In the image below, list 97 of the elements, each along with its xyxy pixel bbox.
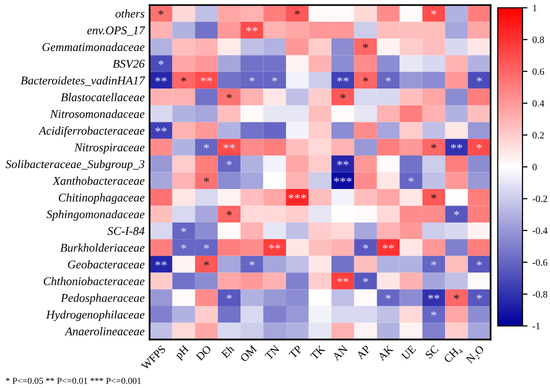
x-tick-label: UE (401, 345, 416, 360)
x-tick-label: AN (332, 344, 348, 362)
x-tick-label: TN (264, 344, 280, 360)
data-label: * (181, 77, 186, 82)
y-tick-label: Bacteroidetes_vadinHA17 (20, 76, 146, 86)
data-label: * (249, 261, 254, 266)
data-label: ** (382, 244, 394, 249)
y-tick-label: Hydrogenophilaceae (46, 310, 144, 322)
y-tick-label: SC-I-84 (108, 227, 144, 236)
color-bar-label: 0.8 (532, 36, 544, 44)
text: * P<=0.05 ** P<=0.01 *** P<=0.001 (6, 378, 141, 384)
y-tick-label: Solibacteraceae_Subgroup_3 (6, 160, 144, 171)
x-tick-label: DO (196, 344, 212, 362)
data-label: * (340, 94, 346, 98)
data-label: ** (337, 77, 348, 82)
data-label: * (181, 244, 186, 249)
data-label: * (158, 10, 164, 15)
data-label: ** (337, 278, 348, 282)
data-label: * (476, 77, 482, 82)
y-tick-label: Nitrospiraceae (74, 143, 144, 154)
data-label: * (249, 77, 254, 82)
color-bar-label: 1 (533, 4, 536, 12)
y-tick-label: Pedosphaeraceae (60, 294, 144, 304)
data-label: * (226, 94, 232, 98)
data-label: * (386, 77, 391, 82)
x-tick-label: AP (356, 344, 371, 360)
data-label: * (272, 77, 278, 82)
y-tick-label: Burkholderiaceae (60, 243, 144, 252)
color-bar-label: 0.4 (532, 100, 544, 107)
data-label: * (431, 194, 436, 199)
x-tick-label: AK (377, 344, 394, 362)
data-label: ** (246, 26, 258, 32)
y-tick-label: BSV26 (112, 60, 145, 68)
color-bar-label: 0 (532, 164, 537, 170)
data-label: ** (450, 144, 462, 149)
y-tick-label: Geobacteraceae (68, 260, 144, 268)
data-label: * (476, 144, 482, 149)
data-label: * (431, 311, 436, 316)
color-bar-label: -0.2 (532, 196, 548, 202)
y-tick-label: Acidiferrobacteraceae (38, 126, 144, 138)
y-tick-label: others (116, 9, 144, 18)
data-label: * (204, 261, 209, 266)
data-label: * (476, 261, 482, 266)
data-label: ** (155, 127, 167, 132)
data-label: * (294, 10, 300, 15)
data-label: ** (268, 244, 280, 249)
data-label: ** (428, 294, 440, 300)
data-label: ** (200, 77, 212, 82)
data-label: ** (224, 144, 235, 149)
data-label: * (204, 177, 209, 182)
y-tick-label: Sphingomonadaceae (46, 210, 144, 221)
data-label: * (431, 261, 436, 266)
data-label: * (454, 210, 460, 216)
color-bar-label: -1 (532, 322, 540, 330)
data-label: * (408, 177, 414, 182)
data-label: *** (288, 194, 306, 199)
data-label: * (363, 278, 368, 282)
x-tick-label: N₂O (466, 344, 486, 366)
x-tick-label: TK (310, 344, 326, 360)
data-label: ** (337, 160, 348, 166)
data-label: * (363, 44, 368, 48)
data-label: * (363, 77, 368, 82)
y-tick-label: Blastocatellaceae (60, 92, 144, 102)
data-label: * (181, 228, 186, 232)
color-bar-label: -0.8 (532, 291, 548, 298)
data-label: * (386, 294, 391, 300)
data-label: * (431, 144, 436, 149)
y-tick-label: Nitrosomonadaceae (50, 110, 144, 118)
data-label: *** (334, 177, 352, 182)
data-label: ** (155, 261, 167, 266)
color-bar-label: -0.4 (532, 227, 548, 234)
x-tick-label: pH (174, 344, 191, 361)
y-tick-label: env.OPS_17 (87, 26, 146, 36)
data-label: * (226, 294, 232, 300)
x-tick-label: CH₄ (443, 344, 464, 365)
y-tick-label: Chitinophagaceae (58, 193, 144, 204)
data-label: * (476, 294, 482, 300)
color-bar-label: 0.6 (532, 68, 544, 75)
x-tick-label: OM (240, 344, 258, 362)
data-label: * (204, 144, 209, 149)
x-tick-label: SC (424, 345, 439, 359)
x-tick-label: TP (288, 344, 303, 359)
y-tick-label: Xanthobacteraceae (52, 176, 144, 185)
data-label: * (204, 244, 209, 249)
y-tick-label: Chthoniobacteraceae (44, 276, 144, 286)
data-label: * (454, 294, 460, 300)
data-label: ** (155, 77, 167, 82)
data-label: * (158, 60, 164, 65)
x-tick-label: Eh (220, 344, 235, 358)
data-label: * (226, 160, 232, 166)
data-label: * (363, 244, 368, 249)
data-label: * (226, 210, 232, 216)
y-tick-label: Anaerolineaceae (64, 327, 144, 336)
color-bar-label: 0.2 (532, 132, 544, 139)
data-label: * (431, 10, 436, 15)
y-tick-label: Gemmatimonadaceae (42, 42, 144, 52)
color-bar-label: -0.6 (532, 259, 548, 266)
